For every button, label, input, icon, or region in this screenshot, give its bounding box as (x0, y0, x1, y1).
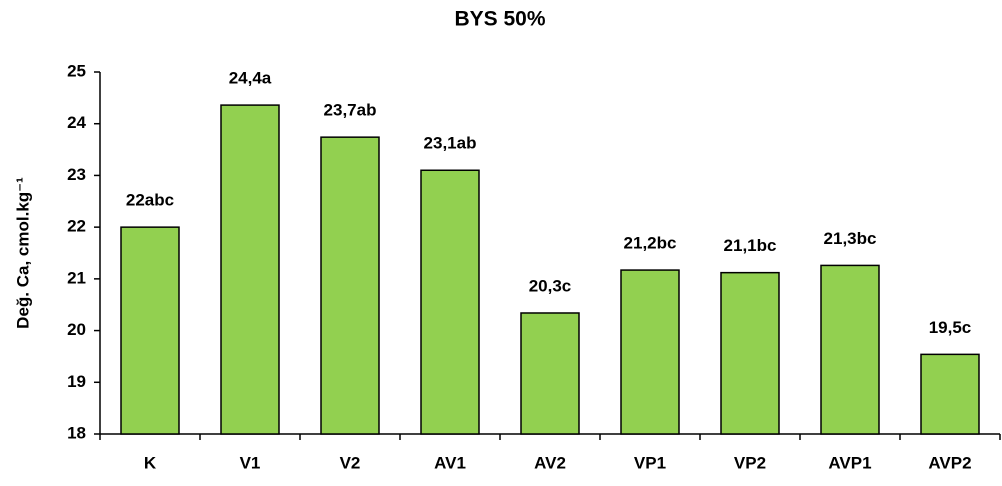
y-tick-label: 20 (67, 320, 86, 339)
x-tick-label: V2 (340, 453, 361, 472)
chart-title: BYS 50% (454, 8, 545, 31)
x-tick-label: AV2 (534, 453, 566, 472)
value-label: 23,1ab (424, 134, 477, 153)
x-tick-label: AV1 (434, 453, 466, 472)
bar (820, 264, 880, 435)
x-tick-label: K (144, 453, 157, 472)
y-tick-label: 19 (67, 372, 86, 391)
value-label: 21,1bc (724, 236, 777, 255)
y-tick-label: 21 (67, 268, 86, 287)
y-tick-label: 23 (67, 165, 86, 184)
y-tick-label: 18 (67, 423, 86, 442)
x-tick-label: VP1 (634, 453, 666, 472)
x-tick-label: AVP1 (828, 453, 871, 472)
y-tick-label: 24 (67, 113, 86, 132)
y-tick-label: 25 (67, 61, 86, 80)
x-tick-label: VP2 (734, 453, 766, 472)
bar (920, 353, 980, 435)
bar (320, 136, 380, 435)
value-label: 23,7ab (324, 101, 377, 120)
value-label: 21,3bc (824, 229, 877, 248)
y-axis-label: Değ. Ca, cmol.kg⁻¹ (13, 177, 32, 329)
value-label: 20,3c (529, 276, 572, 295)
bar (620, 269, 680, 435)
value-label: 22abc (126, 191, 174, 210)
value-label: 19,5c (929, 318, 972, 337)
y-tick-label: 22 (67, 217, 86, 236)
x-tick-label: AVP2 (928, 453, 971, 472)
value-label: 24,4a (229, 69, 272, 88)
bar (120, 226, 180, 435)
bar (220, 104, 280, 435)
bar (520, 312, 580, 435)
bar (420, 169, 480, 435)
x-tick-label: V1 (240, 453, 261, 472)
value-label: 21,2bc (624, 234, 677, 253)
bar (720, 271, 780, 435)
